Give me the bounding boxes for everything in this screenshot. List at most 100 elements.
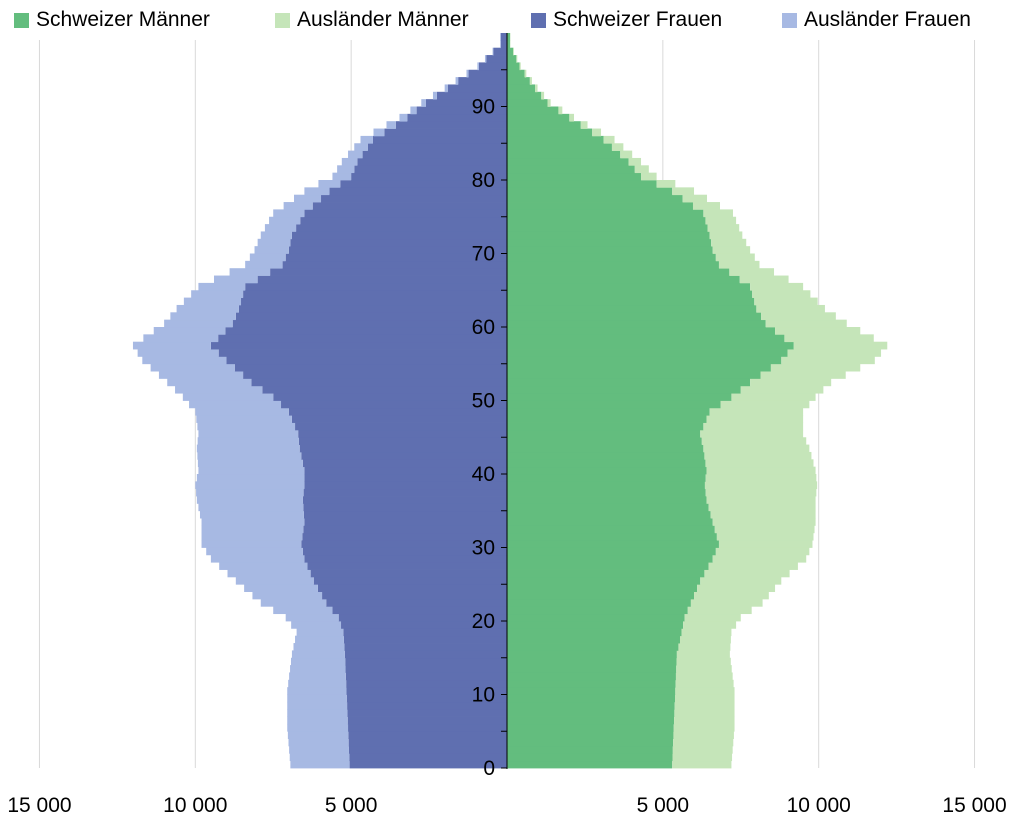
bar-auslaender-maenner — [676, 657, 731, 666]
y-tick-label: 90 — [472, 96, 495, 119]
bar-auslaender-frauen — [254, 246, 289, 254]
bar-schweizer-maenner — [507, 643, 679, 651]
bar-auslaender-maenner — [628, 157, 642, 166]
bar-auslaender-frauen — [249, 253, 286, 262]
bar-auslaender-maenner — [760, 371, 846, 379]
bar-schweizer-maenner — [507, 716, 675, 725]
bar-schweizer-frauen — [468, 69, 507, 78]
bar-schweizer-frauen — [226, 356, 507, 365]
bar-auslaender-frauen — [444, 84, 448, 93]
bar-schweizer-frauen — [313, 576, 507, 585]
bar-schweizer-maenner — [507, 194, 683, 203]
bar-auslaender-frauen — [252, 591, 323, 600]
bar-auslaender-maenner — [765, 319, 847, 328]
bar-schweizer-maenner — [507, 99, 548, 107]
bar-auslaender-maenner — [611, 143, 624, 151]
bar-schweizer-maenner — [507, 606, 688, 615]
bar-schweizer-frauen — [304, 209, 507, 218]
bar-schweizer-frauen — [245, 282, 507, 291]
bar-auslaender-maenner — [672, 760, 732, 769]
bar-schweizer-frauen — [362, 150, 507, 159]
bar-schweizer-maenner — [507, 687, 676, 695]
bar-schweizer-frauen — [321, 194, 507, 203]
bar-auslaender-maenner — [682, 194, 708, 203]
legend-swatch-icon — [531, 12, 546, 28]
bar-schweizer-frauen — [310, 569, 507, 578]
bar-auslaender-maenner — [703, 422, 804, 431]
bar-schweizer-maenner — [507, 121, 581, 129]
bar-auslaender-frauen — [289, 753, 350, 762]
bar-schweizer-maenner — [507, 562, 709, 570]
bar-auslaender-frauen — [269, 216, 301, 225]
bar-auslaender-frauen — [332, 172, 352, 181]
bar-auslaender-frauen — [189, 400, 282, 409]
bar-schweizer-maenner — [507, 113, 570, 122]
bar-auslaender-frauen — [500, 40, 501, 49]
bar-auslaender-maenner — [620, 150, 633, 159]
bar-schweizer-maenner — [507, 128, 593, 137]
bar-schweizer-maenner — [507, 731, 674, 739]
bar-auslaender-maenner — [641, 172, 657, 181]
bar-schweizer-maenner — [507, 503, 709, 512]
bar-schweizer-maenner — [507, 753, 673, 762]
bar-auslaender-maenner — [673, 731, 734, 739]
bar-schweizer-frauen — [354, 165, 507, 174]
bar-schweizer-maenner — [507, 466, 707, 475]
bar-auslaender-frauen — [354, 143, 368, 151]
bar-schweizer-maenner — [507, 172, 642, 181]
bar-schweizer-frauen — [347, 701, 507, 710]
bar-auslaender-maenner — [708, 562, 798, 570]
bar-schweizer-frauen — [493, 47, 507, 56]
bar-auslaender-frauen — [191, 290, 244, 298]
bar-schweizer-maenner — [507, 518, 713, 526]
y-tick-label: 80 — [472, 169, 495, 192]
bar-schweizer-frauen — [347, 716, 507, 725]
bar-schweizer-maenner — [507, 400, 721, 409]
bar-auslaender-frauen — [399, 113, 408, 122]
bar-auslaender-maenner — [712, 246, 751, 254]
bar-auslaender-maenner — [715, 253, 755, 262]
bar-auslaender-maenner — [708, 503, 816, 512]
bar-auslaender-maenner — [752, 290, 811, 298]
bar-auslaender-frauen — [257, 238, 291, 247]
bar-auslaender-frauen — [285, 613, 339, 622]
bar-auslaender-frauen — [164, 319, 233, 328]
bar-schweizer-maenner — [507, 415, 707, 423]
bar-auslaender-maenner — [672, 753, 733, 762]
bar-schweizer-frauen — [486, 55, 507, 63]
bar-schweizer-frauen — [338, 613, 507, 622]
bar-auslaender-maenner — [718, 260, 760, 269]
bar-auslaender-maenner — [676, 665, 732, 673]
bar-auslaender-frauen — [245, 260, 283, 269]
legend-item-auslaender-frauen: Ausländer Frauen — [782, 6, 971, 34]
bar-schweizer-frauen — [262, 385, 507, 394]
bar-auslaender-maenner — [516, 55, 518, 63]
bar-auslaender-maenner — [676, 650, 730, 659]
bar-auslaender-maenner — [705, 488, 817, 497]
bar-schweizer-maenner — [507, 407, 710, 416]
bar-schweizer-frauen — [367, 143, 507, 151]
bar-schweizer-maenner — [507, 444, 704, 453]
bar-schweizer-frauen — [302, 459, 507, 468]
bar-auslaender-frauen — [341, 157, 358, 166]
bar-auslaender-frauen — [291, 621, 342, 629]
bar-auslaender-frauen — [227, 569, 311, 578]
bar-schweizer-frauen — [304, 466, 507, 475]
bar-auslaender-frauen — [210, 554, 305, 563]
bar-schweizer-frauen — [270, 268, 507, 276]
bar-auslaender-maenner — [704, 451, 812, 460]
bar-schweizer-frauen — [243, 371, 507, 379]
bar-auslaender-frauen — [235, 576, 314, 585]
bar-schweizer-maenner — [507, 584, 698, 592]
bar-auslaender-maenner — [716, 532, 814, 541]
legend-label: Schweizer Frauen — [553, 8, 723, 31]
bar-schweizer-maenner — [507, 231, 710, 240]
bar-schweizer-maenner — [507, 69, 525, 78]
bar-auslaender-frauen — [290, 665, 346, 673]
bar-schweizer-maenner — [507, 510, 711, 519]
bar-schweizer-maenner — [507, 40, 511, 49]
bar-auslaender-maenner — [672, 187, 695, 196]
bar-schweizer-frauen — [346, 687, 507, 695]
bar-schweizer-maenner — [507, 569, 705, 578]
bar-auslaender-maenner — [580, 121, 588, 129]
